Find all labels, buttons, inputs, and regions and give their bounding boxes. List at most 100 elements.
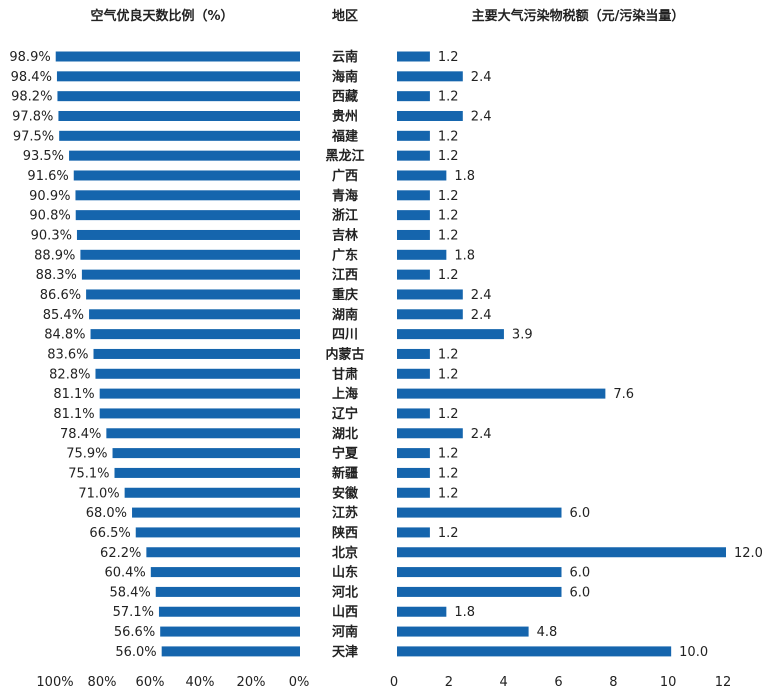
right-value-label-3: 2.4	[471, 109, 492, 124]
left-bar-9	[76, 229, 300, 240]
right-value-label-17: 7.6	[613, 387, 634, 402]
right-value-label-26: 6.0	[570, 566, 591, 581]
right-bar-25	[397, 547, 726, 558]
left-value-label-18: 81.1%	[53, 407, 94, 422]
right-bar-16	[397, 368, 430, 379]
right-tick-label-1: 2	[445, 675, 453, 690]
right-value-label-13: 2.4	[471, 308, 492, 323]
province-label-16: 甘肃	[332, 366, 358, 382]
left-bar-10	[80, 249, 301, 260]
province-label-29: 河南	[332, 624, 358, 640]
right-tick-label-0: 0	[390, 675, 398, 690]
right-value-label-20: 1.2	[438, 447, 459, 462]
province-label-23: 江苏	[332, 505, 358, 521]
right-bar-5	[397, 150, 430, 161]
left-value-label-26: 60.4%	[104, 566, 145, 581]
right-bar-0	[397, 51, 430, 62]
left-bar-1	[56, 71, 301, 82]
left-bar-27	[155, 586, 300, 597]
right-bar-27	[397, 586, 562, 597]
left-bar-15	[93, 348, 301, 359]
right-value-label-30: 10.0	[679, 645, 708, 660]
right-chart-bars	[397, 51, 726, 657]
left-value-label-27: 58.4%	[109, 585, 150, 600]
right-value-label-22: 1.2	[438, 486, 459, 501]
right-bar-21	[397, 467, 430, 478]
left-value-label-8: 90.8%	[29, 209, 70, 224]
right-bar-7	[397, 190, 430, 201]
right-tick-label-2: 4	[500, 675, 508, 690]
right-value-label-27: 6.0	[570, 585, 591, 600]
right-bar-6	[397, 170, 447, 181]
left-chart-value-labels: 98.9% 98.4% 98.2% 97.8% 97.5% 93.5% 91.6% 90.9%…	[9, 50, 156, 660]
right-value-label-19: 2.4	[471, 427, 492, 442]
left-bar-11	[81, 269, 300, 280]
right-bar-28	[397, 606, 447, 617]
left-value-label-16: 82.8%	[49, 367, 90, 382]
right-value-label-4: 1.2	[438, 129, 459, 144]
left-bar-28	[158, 606, 300, 617]
left-value-label-21: 75.1%	[68, 466, 109, 481]
right-value-label-8: 1.2	[438, 209, 459, 224]
province-label-22: 安徽	[332, 485, 359, 501]
right-bar-17	[397, 388, 606, 399]
province-label-13: 湖南	[332, 307, 358, 323]
region-header: 地区	[332, 8, 358, 24]
left-tick-label-5: 0%	[289, 675, 310, 690]
right-bar-10	[397, 249, 447, 260]
left-axis-ticks: 100% 80% 60% 40% 20% 0%	[36, 675, 309, 690]
left-value-label-9: 90.3%	[31, 228, 72, 243]
right-axis-ticks: 0 2 4 6 8 10 12	[390, 675, 731, 690]
left-value-label-19: 78.4%	[60, 427, 101, 442]
right-value-label-29: 4.8	[537, 625, 558, 640]
left-bar-16	[95, 368, 300, 379]
left-bar-4	[59, 130, 300, 141]
right-value-label-28: 1.8	[454, 605, 475, 620]
right-bar-20	[397, 448, 430, 459]
right-value-label-2: 1.2	[438, 90, 459, 105]
right-value-label-6: 1.8	[454, 169, 475, 184]
right-value-label-0: 1.2	[438, 50, 459, 65]
right-bar-13	[397, 309, 463, 320]
left-value-label-2: 98.2%	[11, 90, 52, 105]
province-label-3: 贵州	[332, 108, 358, 124]
province-label-28: 山西	[332, 604, 358, 620]
left-bar-12	[86, 289, 301, 300]
right-value-label-15: 1.2	[438, 347, 459, 362]
left-value-label-7: 90.9%	[29, 189, 70, 204]
left-bar-14	[90, 329, 300, 340]
province-label-5: 黑龙江	[325, 148, 364, 164]
left-bar-2	[57, 91, 300, 102]
province-label-12: 重庆	[332, 287, 358, 303]
right-value-label-7: 1.2	[438, 189, 459, 204]
left-bar-6	[73, 170, 300, 181]
left-value-label-14: 84.8%	[44, 328, 85, 343]
left-tick-label-0: 100%	[36, 675, 73, 690]
province-label-9: 吉林	[332, 227, 358, 243]
right-bar-19	[397, 428, 463, 439]
left-value-label-30: 56.0%	[115, 645, 156, 660]
province-label-1: 海南	[332, 69, 358, 85]
right-value-label-23: 6.0	[570, 506, 591, 521]
right-bar-30	[397, 646, 672, 657]
province-label-14: 四川	[332, 328, 358, 343]
right-bar-3	[397, 110, 463, 121]
province-label-0: 云南	[332, 49, 358, 65]
right-bar-23	[397, 507, 562, 518]
left-tick-label-4: 20%	[237, 675, 266, 690]
left-value-label-3: 97.8%	[12, 109, 53, 124]
province-label-2: 西藏	[332, 89, 358, 105]
left-bar-18	[99, 408, 300, 419]
left-bar-23	[132, 507, 300, 518]
left-value-label-25: 62.2%	[100, 546, 141, 561]
right-value-label-21: 1.2	[438, 466, 459, 481]
right-bar-29	[397, 626, 529, 637]
left-value-label-23: 68.0%	[86, 506, 127, 521]
right-bar-4	[397, 130, 430, 141]
left-bar-3	[58, 110, 301, 121]
right-tick-label-6: 12	[715, 675, 732, 690]
left-bar-7	[75, 190, 301, 201]
province-label-4: 福建	[331, 128, 358, 144]
left-bar-17	[99, 388, 300, 399]
